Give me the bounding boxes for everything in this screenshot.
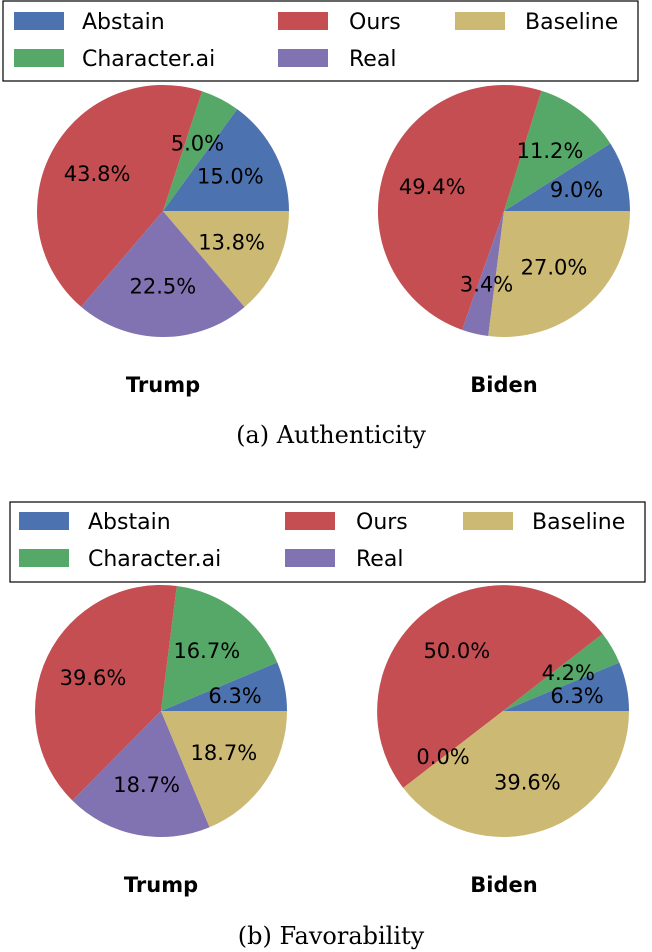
pie-data-label-baseline: 18.7% <box>191 741 258 765</box>
legend-label-ours: Ours <box>349 10 401 35</box>
chart-title-biden-authenticity: Biden <box>470 373 537 397</box>
legend-label-baseline: Baseline <box>525 10 618 35</box>
pie-slice-real <box>81 211 245 337</box>
pie-data-label-characterai: 16.7% <box>173 639 240 663</box>
pie-data-label-abstain: 6.3% <box>550 684 603 708</box>
legend-label-abstain: Abstain <box>82 10 165 35</box>
pie-slice-ours <box>377 84 542 330</box>
pie-slice-baseline <box>488 211 630 338</box>
pie-data-label-real: 22.5% <box>130 275 197 299</box>
legend-authenticity: Abstain Ours Baseline Character.ai Real <box>2 0 639 82</box>
pie-slice-characterai <box>161 585 278 711</box>
pie-slice-abstain <box>163 109 289 211</box>
pie-authenticity-trump: 15.0% 5.0% 43.8% 22.5%13.8% <box>37 85 289 337</box>
pie-data-label-ours: 43.8% <box>64 162 131 186</box>
pie-slice-ours <box>35 584 177 801</box>
legend-label-abstain: Abstain <box>88 510 171 535</box>
legend-label-characterai: Character.ai <box>88 547 221 572</box>
legend-swatch-abstain <box>14 12 64 30</box>
pie-slice-characterai <box>504 90 611 211</box>
legend-label-characterai: Character.ai <box>82 47 215 72</box>
pie-authenticity-biden: 9.0% 11.2% 49.4% 3.4% 27.0% <box>377 84 630 338</box>
legend-swatch-abstain <box>19 512 69 530</box>
pie-data-label-real: 18.7% <box>113 773 180 797</box>
legend-label-real: Real <box>349 47 396 72</box>
pie-slice-real <box>72 711 210 837</box>
pie-data-label-characterai: 4.2% <box>542 661 595 685</box>
legend-swatch-real <box>285 549 335 567</box>
legend-label-real: Real <box>356 547 403 572</box>
pie-slice-characterai <box>503 633 620 711</box>
pie-data-label-abstain: 9.0% <box>550 178 603 202</box>
legend-swatch-baseline <box>463 512 513 530</box>
chart-title-biden-favorability: Biden <box>470 873 537 897</box>
chart-title-trump-favorability: Trump <box>124 873 198 897</box>
pie-slice-baseline <box>161 711 288 828</box>
pie-slice-abstain <box>161 662 287 711</box>
pie-favorability-trump: 6.3% 16.7% 39.6% 18.7% 18.7% <box>35 584 288 837</box>
legend-swatch-ours <box>285 512 335 530</box>
pie-data-label-ours: 49.4% <box>399 175 466 199</box>
pie-slice-ours <box>37 85 203 307</box>
caption-favorability: (b) Favorability <box>238 922 425 950</box>
pie-slice-ours <box>377 585 603 788</box>
legend-favorability: Abstain Ours Baseline Character.ai Real <box>9 501 646 583</box>
pie-data-label-baseline: 13.8% <box>198 231 265 255</box>
pie-slice-baseline <box>163 211 289 307</box>
pie-data-label-ours: 50.0% <box>423 639 490 663</box>
legend-label-ours: Ours <box>356 510 408 535</box>
pie-data-label-characterai: 11.2% <box>517 139 584 163</box>
pie-slice-real <box>462 211 504 337</box>
pie-data-label-characterai: 5.0% <box>171 132 224 156</box>
chart-title-trump-authenticity: Trump <box>126 373 200 397</box>
pie-data-label-real: 0.0% <box>416 745 469 769</box>
pie-slice-abstain <box>504 143 630 211</box>
legend-label-baseline: Baseline <box>532 510 625 535</box>
legend-swatch-baseline <box>455 12 505 30</box>
pie-slice-baseline <box>403 711 629 837</box>
pie-data-label-real: 3.4% <box>460 273 513 297</box>
pie-slice-abstain <box>503 662 629 711</box>
legend-swatch-characterai <box>14 49 64 67</box>
legend-swatch-real <box>278 49 328 67</box>
pie-data-label-ours: 39.6% <box>60 666 127 690</box>
pie-data-label-baseline: 27.0% <box>521 256 588 280</box>
pie-favorability-biden: 6.3%4.2% 50.0% 0.0% 39.6% <box>377 585 629 837</box>
legend-swatch-ours <box>278 12 328 30</box>
pie-data-label-abstain: 15.0% <box>197 165 264 189</box>
pie-data-label-abstain: 6.3% <box>208 684 261 708</box>
legend-swatch-characterai <box>19 549 69 567</box>
pie-slice-characterai <box>163 91 238 211</box>
pie-data-label-baseline: 39.6% <box>494 771 561 795</box>
caption-authenticity: (a) Authenticity <box>236 421 426 449</box>
